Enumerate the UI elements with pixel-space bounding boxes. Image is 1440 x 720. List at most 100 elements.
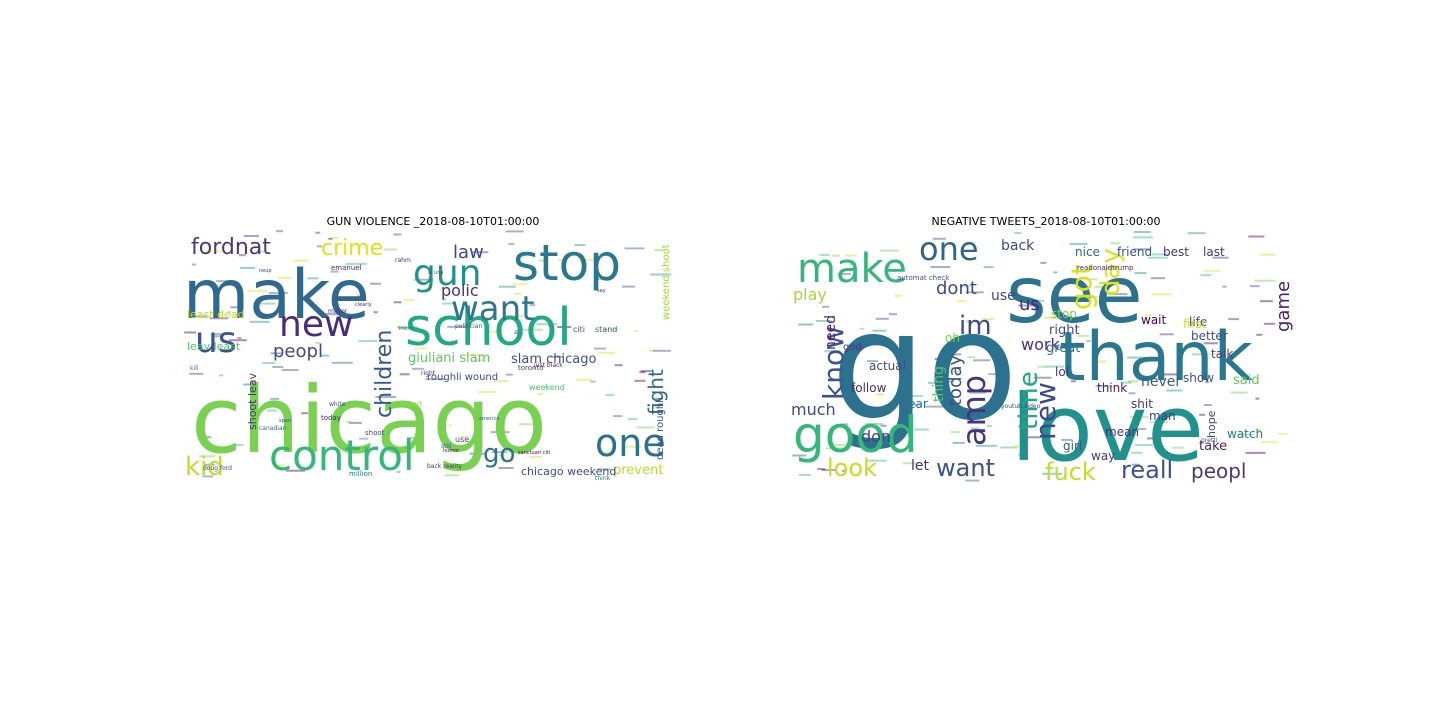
- cloud-word: thing: [931, 366, 947, 402]
- filler-word-mark: [1130, 428, 1147, 430]
- cloud-word: chicago weekend: [521, 465, 616, 478]
- cloud-word: million: [349, 470, 372, 478]
- filler-word-mark: [514, 329, 519, 332]
- filler-word-mark: [1171, 446, 1184, 449]
- filler-word-mark: [1230, 391, 1248, 394]
- filler-word-mark: [576, 378, 592, 381]
- cloud-word: giuliani slam: [408, 351, 490, 366]
- filler-word-mark: [798, 473, 811, 476]
- filler-word-mark: [574, 244, 586, 247]
- filler-word-mark: [965, 479, 980, 482]
- filler-word-mark: [1013, 445, 1024, 448]
- filler-word-mark: [889, 313, 897, 316]
- filler-word-mark: [266, 409, 277, 412]
- filler-word-mark: [850, 263, 857, 266]
- word-cloud-gun-violence: chicago make school stop control gun new want on…: [183, 230, 683, 480]
- filler-word-mark: [598, 351, 616, 354]
- filler-word-mark: [442, 298, 446, 301]
- cloud-word: say: [597, 288, 606, 294]
- filler-word-mark: [216, 280, 231, 283]
- cloud-word: got: [1065, 264, 1098, 310]
- filler-word-mark: [1090, 278, 1098, 281]
- cloud-word: fuck: [1045, 458, 1096, 485]
- filler-word-mark: [191, 263, 196, 266]
- cloud-word: one: [919, 230, 979, 268]
- filler-word-mark: [1120, 283, 1134, 286]
- cloud-word: last: [1203, 245, 1225, 259]
- filler-word-mark: [505, 230, 524, 233]
- filler-word-mark: [1095, 385, 1113, 388]
- filler-word-mark: [822, 305, 829, 308]
- filler-word-mark: [397, 325, 407, 328]
- cloud-word: humor: [443, 448, 460, 454]
- filler-word-mark: [1203, 404, 1212, 406]
- filler-word-mark: [534, 341, 551, 344]
- cloud-word: inicio: [399, 326, 412, 332]
- filler-word-mark: [841, 469, 846, 472]
- filler-word-mark: [1245, 451, 1266, 454]
- cloud-title-negative-tweets: NEGATIVE TWEETS_2018-08-10T01:00:00: [931, 215, 1161, 228]
- cloud-word: school: [405, 298, 572, 358]
- filler-word-mark: [498, 285, 516, 288]
- filler-word-mark: [867, 360, 879, 363]
- filler-word-mark: [1259, 300, 1273, 303]
- cloud-word: prevent: [613, 463, 663, 478]
- cloud-word: girl: [1063, 439, 1082, 453]
- filler-word-mark: [1199, 413, 1206, 416]
- filler-word-mark: [508, 243, 515, 246]
- filler-word-mark: [967, 356, 976, 359]
- filler-word-mark: [317, 245, 322, 248]
- cloud-word: shoot leav: [246, 372, 259, 430]
- filler-word-mark: [1145, 314, 1153, 317]
- filler-word-mark: [346, 420, 352, 423]
- filler-word-mark: [529, 455, 543, 458]
- cloud-word: pretti: [1201, 437, 1218, 444]
- cloud-word: kill: [190, 365, 199, 372]
- cloud-word: emanuel: [331, 264, 362, 272]
- filler-word-mark: [975, 444, 997, 447]
- filler-word-mark: [222, 284, 239, 287]
- filler-word-mark: [474, 359, 484, 362]
- filler-word-mark: [1105, 346, 1121, 349]
- filler-word-mark: [1155, 373, 1177, 376]
- cloud-word: doug ford: [203, 465, 232, 472]
- filler-word-mark: [407, 436, 418, 439]
- cloud-word: sanctuari citi: [518, 450, 550, 456]
- filler-word-mark: [845, 254, 857, 257]
- filler-word-mark: [1071, 414, 1076, 417]
- cloud-word: stop: [513, 234, 621, 292]
- cloud-word: work: [1021, 335, 1060, 354]
- cloud-word: time: [1014, 371, 1044, 430]
- filler-word-mark: [537, 393, 544, 396]
- cloud-word: weekend: [529, 383, 565, 392]
- cloud-word: watch: [1227, 427, 1263, 441]
- filler-word-mark: [348, 421, 362, 424]
- cloud-word: reall: [1121, 456, 1173, 484]
- cloud-word: peopl: [273, 341, 323, 362]
- filler-word-mark: [460, 435, 468, 438]
- filler-word-mark: [384, 248, 398, 251]
- filler-word-mark: [1033, 376, 1052, 379]
- filler-word-mark: [1159, 333, 1174, 336]
- cloud-word: report: [401, 400, 423, 408]
- filler-word-mark: [369, 282, 381, 285]
- cloud-word: fordnat: [191, 235, 271, 260]
- cloud-word: clearly: [355, 302, 372, 308]
- filler-word-mark: [1021, 438, 1028, 441]
- filler-word-mark: [330, 270, 339, 273]
- word-cloud-negative-tweets: go love see thank good make one amp know got im new…: [791, 230, 1301, 485]
- filler-word-mark: [1261, 440, 1278, 443]
- filler-word-mark: [259, 302, 276, 305]
- filler-word-mark: [1018, 304, 1038, 307]
- cloud-word: game: [1273, 281, 1294, 332]
- cloud-word: love: [1011, 375, 1204, 482]
- cloud-word: roughli wound: [427, 372, 498, 383]
- cloud-word: great: [1046, 341, 1080, 356]
- filler-word-mark: [557, 259, 565, 262]
- filler-word-mark: [1128, 380, 1138, 383]
- filler-word-mark: [200, 436, 212, 439]
- cloud-word: amp: [955, 375, 993, 446]
- cloud-word: new: [279, 304, 353, 345]
- cloud-word: stand: [595, 325, 617, 334]
- filler-word-mark: [840, 423, 849, 426]
